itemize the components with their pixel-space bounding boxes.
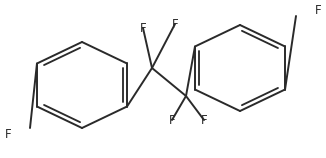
Text: F: F <box>201 113 207 127</box>
Text: F: F <box>169 113 175 127</box>
Text: F: F <box>5 128 11 140</box>
Text: F: F <box>140 21 146 34</box>
Text: F: F <box>315 3 321 16</box>
Text: F: F <box>172 18 178 30</box>
